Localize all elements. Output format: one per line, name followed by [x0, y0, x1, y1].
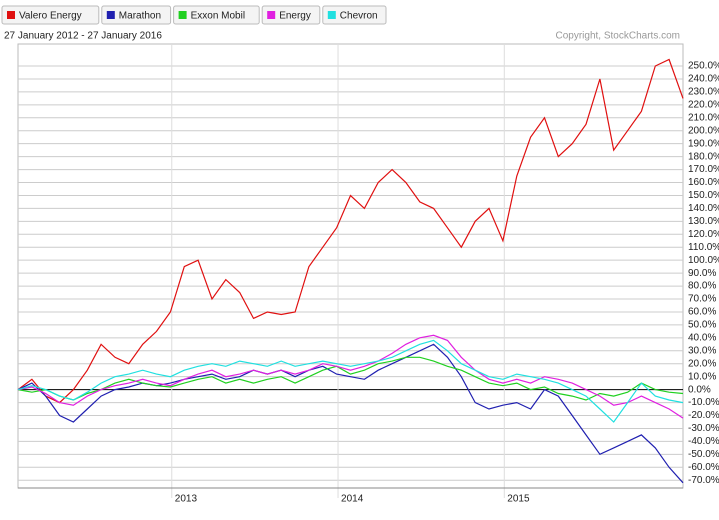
y-tick-label: 180.0%: [688, 151, 719, 162]
legend-button: [322, 5, 387, 25]
y-tick-label: -70.0%: [688, 475, 719, 486]
y-tick-label: 70.0%: [688, 294, 716, 305]
y-tick-label: 30.0%: [688, 345, 716, 356]
y-tick-label: 220.0%: [688, 99, 719, 110]
y-tick-label: -30.0%: [688, 423, 719, 434]
series-line: [17, 339, 684, 423]
legend-button: [261, 5, 321, 25]
y-tick-label: 160.0%: [688, 177, 719, 188]
copyright: Copyright, StockCharts.com: [556, 31, 681, 42]
y-tick-label: 140.0%: [688, 203, 719, 214]
series-line: [17, 343, 684, 484]
y-tick-label: 110.0%: [688, 242, 719, 253]
y-tick-label: 90.0%: [688, 268, 716, 279]
y-tick-label: 20.0%: [688, 358, 716, 369]
y-tick-label: 50.0%: [688, 320, 716, 331]
y-tick-label: 250.0%: [688, 61, 719, 72]
legend-label: Marathon: [119, 11, 161, 22]
y-tick-label: 190.0%: [688, 138, 719, 149]
y-tick-label: 100.0%: [688, 255, 719, 266]
x-tick-label: 2015: [507, 494, 530, 505]
legend-swatch: [178, 11, 187, 19]
series-line: [17, 356, 684, 401]
y-tick-label: 40.0%: [688, 332, 716, 343]
y-tick-label: -10.0%: [688, 397, 719, 408]
y-tick-label: 120.0%: [688, 229, 719, 240]
legend: Valero Energy Marathon Exxon Mobil Energy Ch…: [1, 5, 387, 25]
y-tick-label: 10.0%: [688, 371, 716, 382]
x-tick-label: 2013: [175, 494, 198, 505]
y-tick-label: -60.0%: [688, 462, 719, 473]
legend-button: [173, 5, 260, 25]
legend-swatch: [7, 11, 15, 19]
plot-area: [17, 43, 684, 489]
y-tick-label: -40.0%: [688, 436, 719, 447]
y-tick-label: 230.0%: [688, 87, 719, 98]
y-tick-label: 170.0%: [688, 164, 719, 175]
y-tick-label: 130.0%: [688, 216, 719, 227]
legend-swatch: [106, 11, 115, 19]
subtitle: 27 January 2012 - 27 January 2016: [4, 31, 162, 42]
legend-label: Energy: [279, 11, 311, 22]
legend-label: Exxon Mobil: [191, 11, 245, 22]
series-line: [17, 334, 684, 419]
legend-swatch: [267, 11, 276, 19]
y-tick-label: 240.0%: [688, 74, 719, 85]
legend-label: Valero Energy: [19, 11, 82, 22]
x-tick-label: 2014: [341, 494, 364, 505]
y-tick-label: -20.0%: [688, 410, 719, 421]
y-tick-label: 0.0%: [688, 384, 711, 395]
legend-button: [1, 5, 100, 25]
legend-swatch: [327, 11, 336, 19]
y-tick-label: -50.0%: [688, 449, 719, 460]
series-line: [17, 58, 684, 404]
y-tick-label: 150.0%: [688, 190, 719, 201]
y-tick-label: 60.0%: [688, 307, 716, 318]
legend-button: [101, 5, 172, 25]
y-tick-label: 210.0%: [688, 112, 719, 123]
y-tick-label: 200.0%: [688, 125, 719, 136]
legend-label: Chevron: [340, 11, 378, 22]
y-tick-label: 80.0%: [688, 281, 716, 292]
